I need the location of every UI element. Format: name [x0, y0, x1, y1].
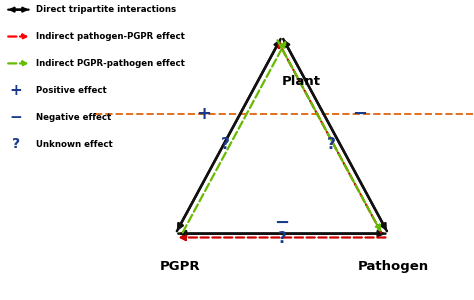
Text: −: −	[274, 214, 290, 232]
Text: Indirect pathogen-PGPR effect: Indirect pathogen-PGPR effect	[36, 32, 185, 41]
Text: Plant: Plant	[281, 75, 320, 88]
Text: Negative effect: Negative effect	[36, 113, 111, 122]
Text: ?: ?	[221, 136, 229, 152]
Text: ?: ?	[12, 137, 20, 151]
Text: −: −	[352, 105, 367, 123]
Text: Indirect PGPR-pathogen effect: Indirect PGPR-pathogen effect	[36, 59, 185, 68]
Text: +: +	[196, 105, 211, 123]
Text: Pathogen: Pathogen	[357, 260, 428, 274]
Text: Positive effect: Positive effect	[36, 86, 107, 95]
Text: Unknown effect: Unknown effect	[36, 140, 113, 148]
Text: Direct tripartite interactions: Direct tripartite interactions	[36, 5, 176, 14]
Text: ?: ?	[327, 136, 336, 152]
Text: PGPR: PGPR	[160, 260, 201, 274]
Text: −: −	[9, 110, 22, 125]
Text: ?: ?	[277, 231, 286, 246]
Text: +: +	[9, 83, 22, 98]
